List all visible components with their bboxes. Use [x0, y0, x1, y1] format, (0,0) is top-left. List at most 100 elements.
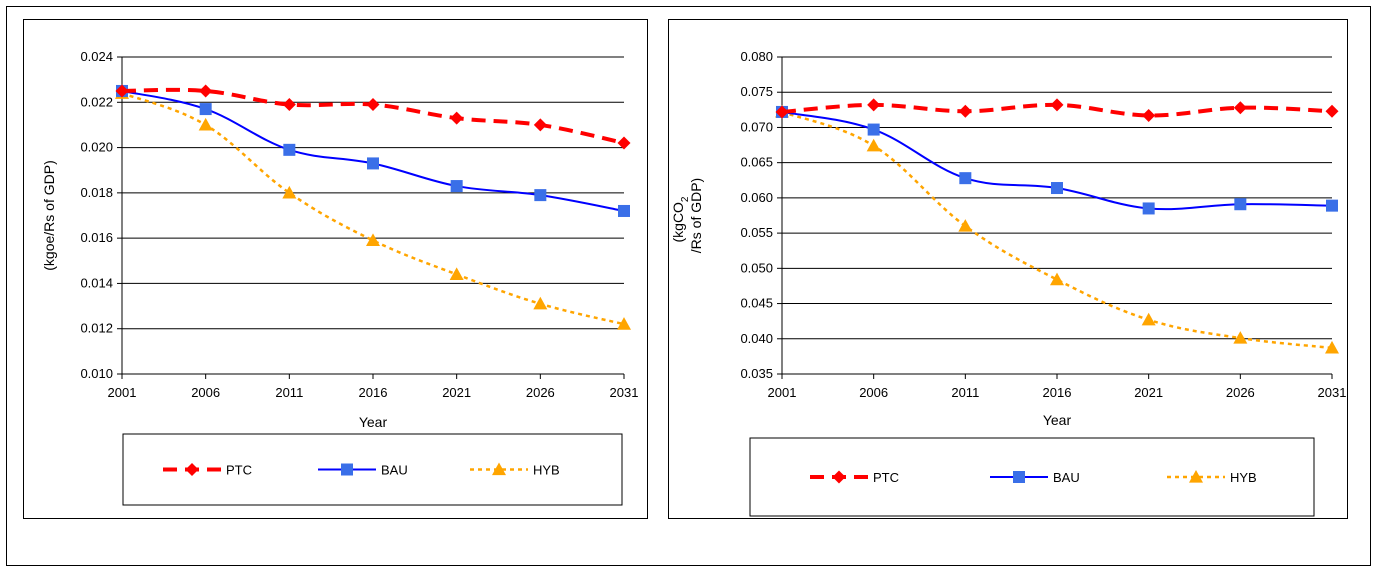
data-point-ptc: [366, 98, 380, 112]
data-point-hyb: [866, 138, 881, 152]
y-tick-label: 0.050: [740, 260, 773, 275]
carbon-intensity-chart: 0.035 0.040 0.045 0.050 0.055 0.060 0.065 0.070…: [670, 49, 1347, 517]
data-point-hyb: [198, 117, 213, 131]
data-point-hyb: [958, 219, 973, 232]
data-point-bau: [1234, 198, 1247, 211]
data-point-hyb: [1050, 272, 1064, 286]
y-tick-label: 0.065: [740, 155, 773, 170]
data-point-bau: [199, 103, 212, 116]
y-tick-label: 0.040: [740, 331, 773, 346]
y-axis-label-text: (kgCO: [670, 202, 686, 243]
y-tick-label: 0.022: [80, 94, 113, 109]
data-point-bau: [1326, 199, 1338, 212]
data-point-ptc: [450, 111, 464, 125]
x-tick-label: 2031: [1318, 385, 1347, 400]
data-point-ptc: [775, 105, 789, 119]
x-axis-label: Year: [1043, 412, 1072, 428]
data-point-hyb: [1141, 312, 1156, 326]
y-tick-label: 0.035: [740, 366, 773, 381]
series-line-hyb: [781, 110, 1333, 350]
legend-swatch-marker: [185, 463, 199, 476]
y-axis-label: (kgoe/Rs of GDP): [41, 160, 57, 270]
data-point-ptc: [617, 136, 631, 150]
legend-label: BAU: [381, 463, 408, 478]
x-tick-label: 2001: [108, 385, 137, 400]
series-hyb: [775, 104, 1339, 354]
x-tick-label: 2031: [610, 385, 639, 400]
y-tick-label: 0.080: [740, 49, 773, 64]
y-tick-label: 0.014: [80, 275, 113, 290]
data-point-hyb: [533, 296, 548, 310]
legend-swatch-marker: [1013, 471, 1025, 483]
y-axis-label-subscript: 2: [680, 196, 691, 202]
data-point-bau: [959, 172, 972, 185]
legend-swatch-marker: [1189, 470, 1203, 483]
data-point-bau: [534, 189, 547, 202]
data-point-bau: [367, 157, 379, 170]
legend-item-ptc: PTC: [163, 463, 252, 478]
legend-label: HYB: [1230, 470, 1257, 485]
data-point-hyb: [366, 233, 380, 247]
data-point-hyb: [617, 317, 631, 330]
chart-panel-energy-intensity: 0.010 0.012 0.014 0.016 0.018 0.020 0.022 0.024…: [23, 19, 648, 519]
y-tick-label: 0.016: [80, 230, 113, 245]
energy-intensity-chart: 0.010 0.012 0.014 0.016 0.018 0.020 0.022 0.024…: [41, 49, 639, 506]
x-tick-label: 2026: [526, 385, 555, 400]
x-tick-label: 2026: [1226, 385, 1255, 400]
y-tick-label: 0.070: [740, 119, 773, 134]
legend: PTC BAU HYB: [749, 437, 1315, 517]
data-point-ptc: [282, 98, 296, 112]
x-tick-label: 2016: [1043, 385, 1072, 400]
x-tick-label: 2016: [359, 385, 388, 400]
data-point-hyb: [282, 185, 297, 199]
data-point-bau: [283, 143, 296, 156]
y-tick-label: 0.012: [80, 321, 113, 336]
y-tick-label: 0.024: [80, 49, 113, 64]
series-ptc: [115, 84, 631, 150]
series-hyb: [115, 86, 631, 330]
x-tick-label: 2021: [1134, 385, 1163, 400]
legend: PTC BAU HYB: [122, 433, 623, 506]
legend-swatch-marker: [341, 463, 353, 476]
y-tick-label: 0.020: [80, 140, 113, 155]
legend-label: PTC: [873, 470, 899, 485]
y-tick-label: 0.055: [740, 225, 773, 240]
y-axis-label-line1: (kgCO2: [670, 196, 691, 242]
data-point-bau: [867, 123, 880, 136]
y-tick-label: 0.010: [80, 366, 113, 381]
data-point-ptc: [199, 84, 213, 98]
data-point-hyb: [1325, 340, 1339, 354]
data-point-ptc: [1142, 108, 1156, 122]
legend-label: HYB: [533, 463, 560, 478]
legend-item-hyb: HYB: [470, 462, 560, 478]
legend-item-bau: BAU: [318, 463, 408, 478]
data-point-ptc: [115, 84, 129, 98]
data-point-ptc: [1233, 101, 1247, 115]
data-point-bau: [1142, 202, 1155, 215]
series-line-ptc: [121, 87, 625, 145]
x-tick-label: 2006: [191, 385, 220, 400]
data-point-hyb: [1233, 331, 1248, 344]
data-point-hyb: [449, 267, 464, 280]
legend-swatch-marker: [492, 462, 506, 476]
figure-frame: 0.010 0.012 0.014 0.016 0.018 0.020 0.022 0.024…: [6, 6, 1371, 566]
data-point-ptc: [1325, 104, 1339, 118]
legend-item-ptc: PTC: [810, 470, 899, 485]
x-tick-label: 2001: [768, 385, 797, 400]
legend-swatch-marker: [832, 470, 846, 484]
series-ptc: [775, 98, 1339, 122]
y-axis-label-line2: /Rs of GDP): [688, 178, 704, 253]
x-axis-label: Year: [359, 414, 388, 430]
legend-label: PTC: [226, 463, 252, 478]
y-tick-label: 0.045: [740, 296, 773, 311]
x-tick-label: 2011: [275, 385, 303, 400]
legend-label: BAU: [1053, 470, 1080, 485]
x-tick-label: 2011: [951, 385, 979, 400]
series-line-bau: [781, 110, 1333, 211]
y-tick-label: 0.075: [740, 84, 773, 99]
data-point-bau: [450, 180, 463, 193]
data-point-ptc: [533, 118, 547, 132]
chart-panel-carbon-intensity: 0.035 0.040 0.045 0.050 0.055 0.060 0.065 0.070…: [668, 19, 1348, 519]
x-tick-label: 2006: [859, 385, 888, 400]
data-point-ptc: [958, 104, 972, 118]
